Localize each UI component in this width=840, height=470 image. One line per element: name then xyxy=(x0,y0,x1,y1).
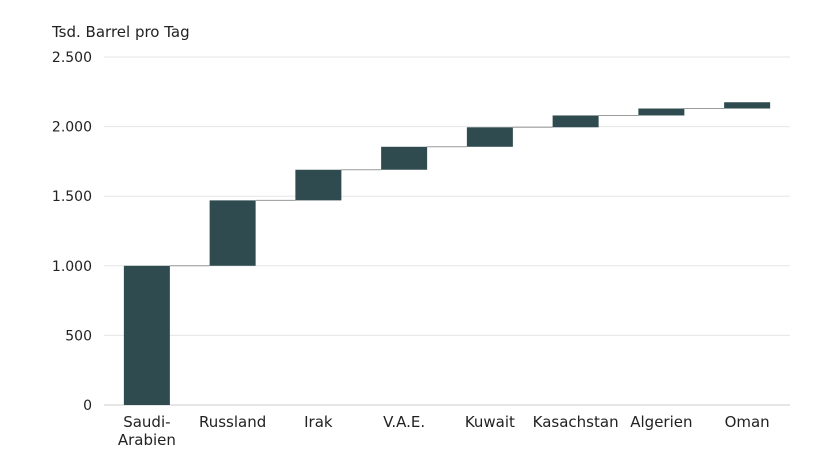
bar-oman xyxy=(724,102,771,109)
connectors xyxy=(169,108,725,267)
y-tick-label-1: 500 xyxy=(65,328,92,344)
bar-saudi-arabien xyxy=(123,265,170,405)
x-tick-label-0-line-1: Arabien xyxy=(118,431,176,449)
y-tick-label-4: 2.000 xyxy=(52,120,92,136)
bar-russland xyxy=(209,200,256,266)
gridlines xyxy=(104,56,790,406)
y-tick-label-0: 0 xyxy=(83,398,92,414)
x-tick-label-0-line-0: Saudi- xyxy=(123,413,170,431)
bar-algerien xyxy=(638,108,685,116)
x-tick-label-7: Oman xyxy=(725,413,770,431)
y-axis-unit-label: Tsd. Barrel pro Tag xyxy=(51,23,190,41)
x-tick-label-2: Irak xyxy=(304,413,333,431)
y-axis-ticks: 0 500 1.000 1.500 2.000 2.500 xyxy=(52,50,92,414)
y-tick-label-5: 2.500 xyxy=(52,50,92,66)
x-tick-label-6: Algerien xyxy=(630,413,692,431)
bars xyxy=(123,102,771,405)
bar-v-a-e- xyxy=(381,146,428,170)
y-tick-label-2: 1.000 xyxy=(52,259,92,275)
bar-kasachstan xyxy=(552,115,599,128)
bar-kuwait xyxy=(466,127,513,147)
x-tick-label-3: V.A.E. xyxy=(383,413,425,431)
x-tick-label-1: Russland xyxy=(199,413,266,431)
x-axis-labels: Saudi-Arabien Russland Irak V.A.E. Kuwait Kas… xyxy=(118,413,770,449)
bar-irak xyxy=(295,169,342,201)
y-tick-label-3: 1.500 xyxy=(52,189,92,205)
x-tick-label-4: Kuwait xyxy=(465,413,515,431)
x-tick-label-5: Kasachstan xyxy=(533,413,619,431)
